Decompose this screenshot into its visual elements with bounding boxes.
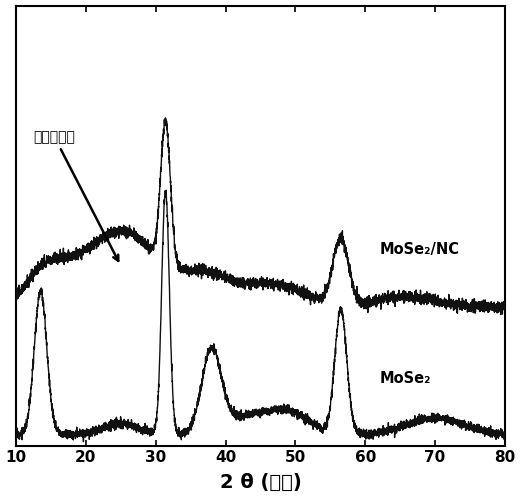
X-axis label: 2 θ (角度): 2 θ (角度) bbox=[219, 473, 301, 492]
Text: MoSe₂/NC: MoSe₂/NC bbox=[379, 242, 459, 257]
Text: MoSe₂: MoSe₂ bbox=[379, 371, 431, 386]
Text: 半石墨化碳: 半石墨化碳 bbox=[33, 130, 118, 261]
